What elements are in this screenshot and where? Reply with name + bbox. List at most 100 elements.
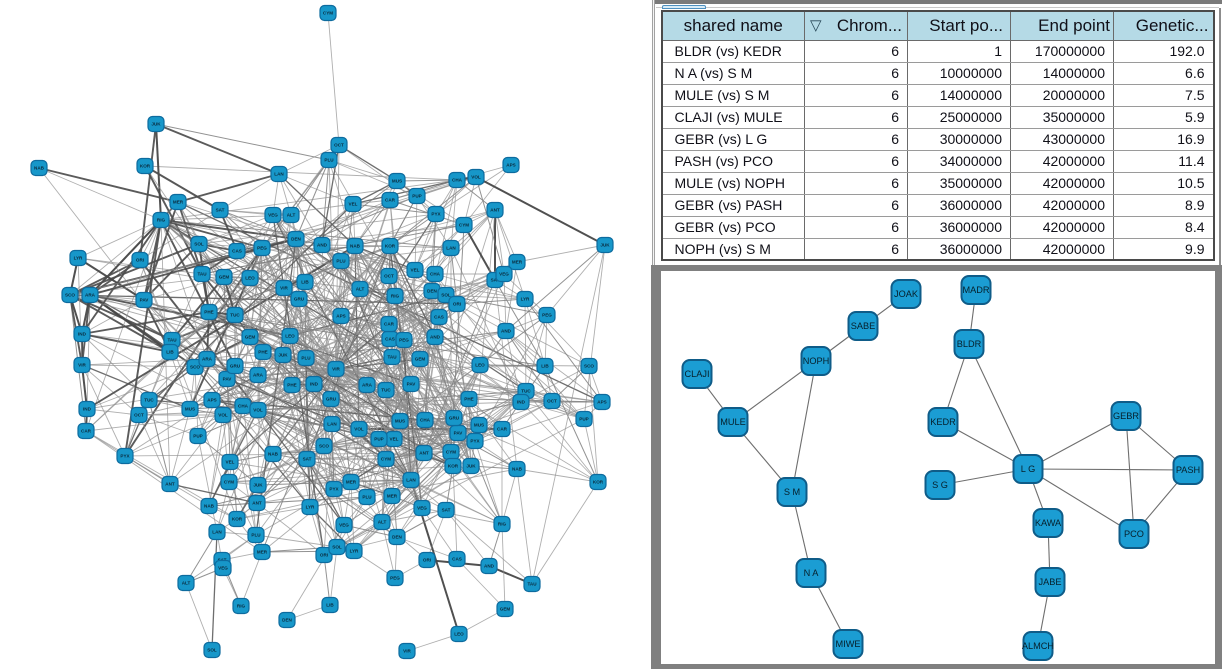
svg-text:GRU: GRU [230, 364, 241, 369]
svg-text:MER: MER [173, 200, 184, 205]
svg-text:CHA: CHA [430, 272, 441, 277]
svg-text:VIR: VIR [280, 286, 288, 291]
svg-text:ALMCH: ALMCH [1022, 641, 1054, 651]
svg-text:LEO: LEO [285, 334, 295, 339]
svg-text:MIWE: MIWE [835, 639, 860, 649]
svg-text:VIR: VIR [403, 649, 411, 654]
svg-text:LYR: LYR [306, 505, 315, 510]
svg-text:CAR: CAR [384, 322, 395, 327]
svg-text:PEG: PEG [257, 246, 267, 251]
svg-text:PAV: PAV [223, 377, 233, 382]
svg-text:ORI: ORI [423, 558, 431, 563]
svg-text:PAV: PAV [140, 298, 150, 303]
svg-text:CAS: CAS [434, 315, 444, 320]
svg-text:JUK: JUK [253, 483, 263, 488]
svg-text:TUC: TUC [521, 389, 531, 394]
svg-text:VEG: VEG [218, 566, 228, 571]
svg-text:TAU: TAU [167, 338, 177, 343]
svg-text:JUK: JUK [466, 464, 476, 469]
svg-text:AND: AND [317, 243, 328, 248]
svg-text:ARA: ARA [362, 383, 373, 388]
svg-text:SCO: SCO [190, 365, 200, 370]
svg-text:LIB: LIB [301, 280, 309, 285]
svg-text:LAN: LAN [327, 422, 337, 427]
svg-text:ANT: ANT [165, 482, 175, 487]
svg-text:RIG: RIG [157, 218, 166, 223]
svg-text:AND: AND [430, 335, 441, 340]
svg-text:APS: APS [336, 314, 345, 319]
svg-text:IND: IND [517, 400, 526, 405]
svg-text:GEM: GEM [245, 335, 256, 340]
svg-text:VIR: VIR [332, 367, 340, 372]
svg-text:LAN: LAN [406, 478, 416, 483]
svg-text:MUS: MUS [474, 423, 484, 428]
svg-text:CLAJI: CLAJI [684, 369, 709, 379]
svg-text:JUK: JUK [600, 243, 610, 248]
svg-text:SCO: SCO [65, 293, 75, 298]
svg-text:JUK: JUK [151, 122, 161, 127]
svg-text:LAN: LAN [446, 246, 456, 251]
svg-text:KOR: KOR [232, 517, 243, 522]
svg-text:CAS: CAS [385, 337, 395, 342]
svg-text:PYX: PYX [470, 439, 480, 444]
svg-text:VEL: VEL [390, 437, 399, 442]
svg-text:LYR: LYR [74, 256, 83, 261]
svg-text:CAR: CAR [81, 429, 92, 434]
svg-text:L G: L G [1021, 464, 1035, 474]
svg-text:JUK: JUK [278, 353, 288, 358]
svg-text:TAU: TAU [387, 355, 397, 360]
svg-text:DEN: DEN [291, 237, 301, 242]
svg-text:SCO: SCO [319, 444, 329, 449]
svg-text:VEL: VEL [349, 202, 358, 207]
svg-text:CAR: CAR [385, 198, 396, 203]
svg-text:VEL: VEL [226, 460, 235, 465]
svg-text:SOL: SOL [194, 242, 204, 247]
svg-text:PUP: PUP [193, 434, 202, 439]
svg-text:PAV: PAV [407, 382, 417, 387]
svg-text:CHA: CHA [452, 178, 463, 183]
svg-text:ALT: ALT [378, 520, 387, 525]
svg-text:VOL: VOL [253, 408, 263, 413]
svg-text:NAB: NAB [204, 504, 215, 509]
svg-text:LIB: LIB [326, 603, 334, 608]
svg-text:ORI: ORI [453, 302, 461, 307]
svg-text:KOR: KOR [140, 164, 151, 169]
svg-text:SAT: SAT [442, 508, 451, 513]
svg-text:PLU: PLU [251, 533, 261, 538]
svg-text:CYM: CYM [459, 223, 469, 228]
svg-text:LAN: LAN [212, 530, 222, 535]
svg-text:JABE: JABE [1039, 577, 1062, 587]
svg-text:PCO: PCO [1124, 529, 1144, 539]
svg-text:VEG: VEG [268, 213, 278, 218]
svg-text:PLU: PLU [301, 356, 311, 361]
svg-text:VOL: VOL [218, 413, 228, 418]
svg-text:MER: MER [257, 550, 268, 555]
svg-text:LIB: LIB [166, 350, 174, 355]
svg-text:GEM: GEM [415, 357, 426, 362]
svg-text:PHE: PHE [464, 397, 473, 402]
svg-text:LEO: LEO [454, 632, 464, 637]
svg-text:SAT: SAT [216, 208, 225, 213]
svg-text:ALT: ALT [287, 213, 296, 218]
svg-text:GEM: GEM [500, 607, 511, 612]
svg-text:CYM: CYM [446, 450, 456, 455]
svg-text:KOR: KOR [448, 464, 459, 469]
svg-text:PEG: PEG [390, 576, 400, 581]
svg-text:GRU: GRU [294, 297, 305, 302]
svg-text:PHE: PHE [287, 383, 296, 388]
svg-text:OCT: OCT [134, 413, 144, 418]
svg-text:ARA: ARA [202, 357, 213, 362]
svg-text:MUS: MUS [392, 179, 402, 184]
svg-text:VIR: VIR [78, 363, 86, 368]
svg-text:SOL: SOL [332, 545, 342, 550]
svg-text:VOL: VOL [471, 175, 481, 180]
svg-text:GRU: GRU [326, 397, 337, 402]
svg-text:CYM: CYM [224, 480, 234, 485]
svg-text:KAWA: KAWA [1035, 518, 1062, 528]
svg-text:CAR: CAR [497, 427, 508, 432]
svg-text:TAU: TAU [527, 582, 537, 587]
svg-text:KOR: KOR [385, 244, 396, 249]
svg-text:VEG: VEG [499, 272, 509, 277]
svg-text:APS: APS [597, 400, 606, 405]
svg-text:N A: N A [804, 568, 820, 578]
